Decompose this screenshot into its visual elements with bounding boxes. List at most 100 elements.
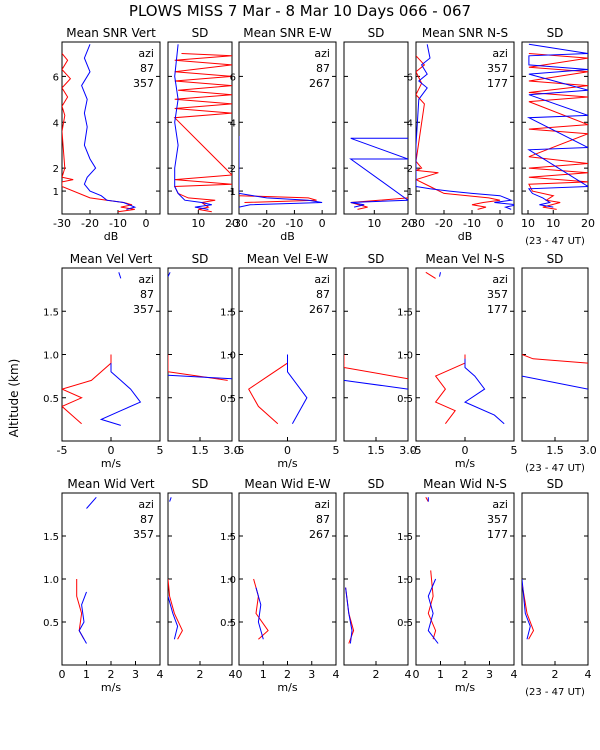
legend-blue-azimuth: 177 bbox=[487, 528, 508, 541]
panel-snr-3: SD 10 20 bbox=[343, 26, 415, 230]
x-tick-label: 1 bbox=[83, 668, 90, 681]
panel-wid-0: Mean Wid Vert 0.5 1.0 1.5 0 1 2 3 4 m/s azi 87 357 bbox=[43, 477, 163, 694]
y-tick-label: 2 bbox=[53, 164, 59, 175]
legend-header: azi bbox=[492, 498, 508, 511]
panel-title: Mean SNR Vert bbox=[66, 26, 156, 40]
series-blue-line bbox=[255, 587, 264, 640]
legend-red-azimuth: 87 bbox=[316, 62, 330, 75]
series-blue-line bbox=[168, 272, 232, 380]
panel-title: Mean Wid Vert bbox=[67, 477, 154, 491]
legend-header: azi bbox=[314, 47, 330, 60]
x-tick-label: 20 bbox=[581, 217, 595, 230]
x-axis-label: m/s bbox=[101, 681, 121, 694]
panel-frame bbox=[61, 41, 161, 215]
panel-frame bbox=[521, 41, 589, 215]
legend-red-azimuth: 357 bbox=[487, 513, 508, 526]
x-tick-label: 3 bbox=[308, 668, 315, 681]
legend-red-azimuth: 87 bbox=[316, 288, 330, 301]
series-blue-line bbox=[344, 379, 408, 390]
legend-blue-azimuth: 267 bbox=[309, 77, 330, 90]
x-tick-label: 3.0 bbox=[223, 444, 241, 457]
x-tick-label: -5 bbox=[234, 444, 245, 457]
y-tick-label: 1.5 bbox=[220, 307, 236, 318]
panel-grid: Mean SNR Vert 2 4 6 1 -30 -20 -10 0 dB azi 87 357 SD 1… bbox=[43, 26, 597, 698]
series-blue-line bbox=[522, 375, 588, 390]
series-blue-line bbox=[522, 578, 531, 640]
x-tick-label: 20 bbox=[225, 217, 239, 230]
legend-blue-azimuth: 357 bbox=[133, 303, 154, 316]
y-tick-label: 0.5 bbox=[220, 618, 236, 629]
y-tick-label: 6 bbox=[53, 72, 59, 83]
x-tick-label: 0 bbox=[319, 217, 326, 230]
x-tick-label: 0 bbox=[462, 444, 469, 457]
x-tick-label: 3 bbox=[132, 668, 139, 681]
y-tick-label: 1.0 bbox=[397, 575, 413, 586]
x-tick-label: 2 bbox=[462, 668, 469, 681]
y-tick-label: 0.5 bbox=[397, 394, 413, 405]
panel-frame bbox=[167, 41, 233, 215]
y-tick-label: 4 bbox=[230, 118, 236, 129]
x-tick-label: -10 bbox=[463, 217, 481, 230]
series-red-line bbox=[425, 497, 437, 640]
series-red-line bbox=[350, 197, 408, 210]
x-tick-label: 1 bbox=[260, 668, 267, 681]
series-blue-line bbox=[81, 44, 137, 210]
series-red-line bbox=[62, 53, 135, 213]
x-axis-label: dB bbox=[458, 230, 473, 243]
panel-vel-0: Mean Vel Vert 0.5 1.0 1.5 -5 0 5 m/s azi 87 357 bbox=[43, 252, 163, 470]
y-tick-label: 0.5 bbox=[220, 394, 236, 405]
legend-blue-azimuth: 357 bbox=[133, 77, 154, 90]
y-tick-label: 1.5 bbox=[43, 307, 59, 318]
series-red-line bbox=[522, 354, 588, 364]
panel-title: Mean SNR N-S bbox=[422, 26, 508, 40]
y-tick-label: 0.5 bbox=[43, 618, 59, 629]
x-tick-label: 4 bbox=[585, 668, 592, 681]
series-blue-line bbox=[174, 44, 212, 210]
panel-title: SD bbox=[192, 477, 209, 491]
x-tick-label: 0 bbox=[108, 444, 115, 457]
x-tick-label: -10 bbox=[109, 217, 127, 230]
y-tick-label: 1 bbox=[230, 187, 236, 198]
y-axis-label: Altitude (km) bbox=[7, 359, 21, 438]
x-axis-label: m/s bbox=[455, 681, 475, 694]
y-tick-label: 1.0 bbox=[43, 575, 59, 586]
panel-snr-1: SD 10 20 bbox=[167, 26, 239, 230]
x-tick-label: 0 bbox=[59, 668, 66, 681]
y-tick-label: 1.0 bbox=[43, 351, 59, 362]
series-red-line bbox=[425, 271, 466, 425]
panel-vel-1: SD 1.5 3.0 bbox=[167, 252, 241, 457]
panel-title: SD bbox=[192, 252, 209, 266]
series-blue-line bbox=[526, 43, 588, 208]
legend-red-azimuth: 87 bbox=[140, 288, 154, 301]
panel-title: Mean Vel Vert bbox=[70, 252, 153, 266]
panel-vel-5: SD 1.5 3.0 bbox=[521, 252, 597, 457]
x-tick-label: -30 bbox=[407, 217, 425, 230]
panel-frame bbox=[521, 267, 589, 442]
x-axis-label: dB bbox=[104, 230, 119, 243]
panel-title: SD bbox=[547, 477, 564, 491]
x-tick-label: 4 bbox=[511, 668, 518, 681]
x-tick-label: 3 bbox=[486, 668, 493, 681]
series-blue-line bbox=[427, 497, 439, 644]
x-tick-label: 20 bbox=[401, 217, 415, 230]
legend-red-azimuth: 87 bbox=[140, 62, 154, 75]
series-red-line bbox=[248, 354, 288, 425]
y-tick-label: 1.5 bbox=[220, 532, 236, 543]
legend-header: azi bbox=[138, 498, 154, 511]
x-tick-label: 0 bbox=[236, 668, 243, 681]
panel-title: SD bbox=[368, 477, 385, 491]
ut-range-note: (23 - 47 UT) bbox=[525, 236, 585, 247]
x-tick-label: -10 bbox=[285, 217, 303, 230]
x-tick-label: 1.5 bbox=[367, 444, 385, 457]
panel-wid-3: SD 2 4 bbox=[343, 477, 412, 681]
x-tick-label: 1.5 bbox=[546, 444, 564, 457]
panel-title: SD bbox=[547, 26, 564, 40]
y-tick-label: 6 bbox=[230, 72, 236, 83]
panel-title: Mean Wid N-S bbox=[423, 477, 507, 491]
series-blue-line bbox=[239, 136, 323, 208]
x-tick-label: 5 bbox=[157, 444, 164, 457]
x-tick-label: 0 bbox=[284, 444, 291, 457]
panel-vel-3: SD 1.5 3.0 bbox=[343, 252, 417, 457]
y-tick-label: 1.0 bbox=[220, 575, 236, 586]
